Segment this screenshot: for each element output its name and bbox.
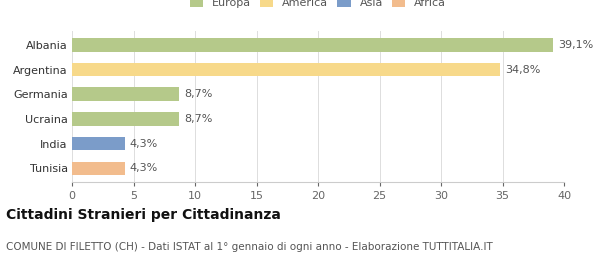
Text: COMUNE DI FILETTO (CH) - Dati ISTAT al 1° gennaio di ogni anno - Elaborazione TU: COMUNE DI FILETTO (CH) - Dati ISTAT al 1…	[6, 242, 493, 252]
Bar	[72, 63, 500, 76]
Bar	[72, 87, 179, 101]
Text: 39,1%: 39,1%	[558, 40, 593, 50]
Bar	[72, 112, 179, 126]
Bar	[72, 137, 125, 151]
Text: Cittadini Stranieri per Cittadinanza: Cittadini Stranieri per Cittadinanza	[6, 208, 281, 222]
Text: 4,3%: 4,3%	[130, 163, 158, 173]
Bar	[72, 161, 125, 175]
Text: 8,7%: 8,7%	[184, 89, 212, 99]
Text: 8,7%: 8,7%	[184, 114, 212, 124]
Bar	[72, 38, 553, 52]
Legend: Europa, America, Asia, Africa: Europa, America, Asia, Africa	[188, 0, 448, 10]
Text: 4,3%: 4,3%	[130, 139, 158, 149]
Text: 34,8%: 34,8%	[505, 64, 541, 75]
